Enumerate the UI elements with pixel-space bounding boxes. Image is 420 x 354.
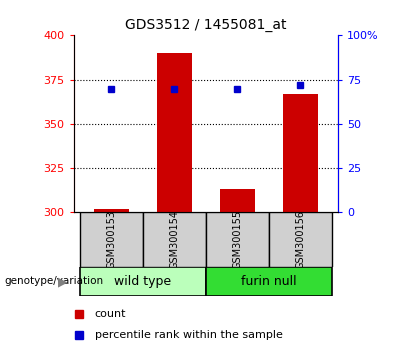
Bar (206, 212, 269, 267)
Text: wild type: wild type (114, 275, 171, 288)
Text: GSM300155: GSM300155 (232, 210, 242, 269)
Bar (157, 53, 192, 212)
Text: percentile rank within the sample: percentile rank within the sample (94, 330, 283, 341)
Text: furin null: furin null (241, 275, 297, 288)
Text: ▶: ▶ (58, 275, 67, 288)
Bar (206, 267, 332, 296)
Bar (80, 267, 206, 296)
Bar (220, 189, 255, 212)
Text: GSM300154: GSM300154 (169, 210, 179, 269)
Bar (269, 212, 332, 267)
Bar (80, 212, 143, 267)
Bar (143, 212, 206, 267)
Text: GSM300156: GSM300156 (295, 210, 305, 269)
Text: GSM300153: GSM300153 (106, 210, 116, 269)
Bar (283, 94, 318, 212)
Title: GDS3512 / 1455081_at: GDS3512 / 1455081_at (125, 18, 286, 32)
Text: count: count (94, 309, 126, 319)
Bar (94, 209, 129, 212)
Text: genotype/variation: genotype/variation (4, 276, 103, 286)
